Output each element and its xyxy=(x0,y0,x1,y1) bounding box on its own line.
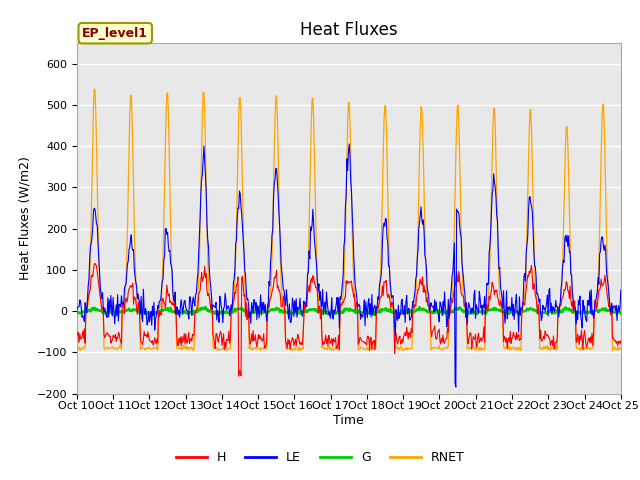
Text: EP_level1: EP_level1 xyxy=(82,27,148,40)
Y-axis label: Heat Fluxes (W/m2): Heat Fluxes (W/m2) xyxy=(18,156,31,280)
Title: Heat Fluxes: Heat Fluxes xyxy=(300,21,397,39)
X-axis label: Time: Time xyxy=(333,414,364,427)
Legend: H, LE, G, RNET: H, LE, G, RNET xyxy=(170,446,470,469)
